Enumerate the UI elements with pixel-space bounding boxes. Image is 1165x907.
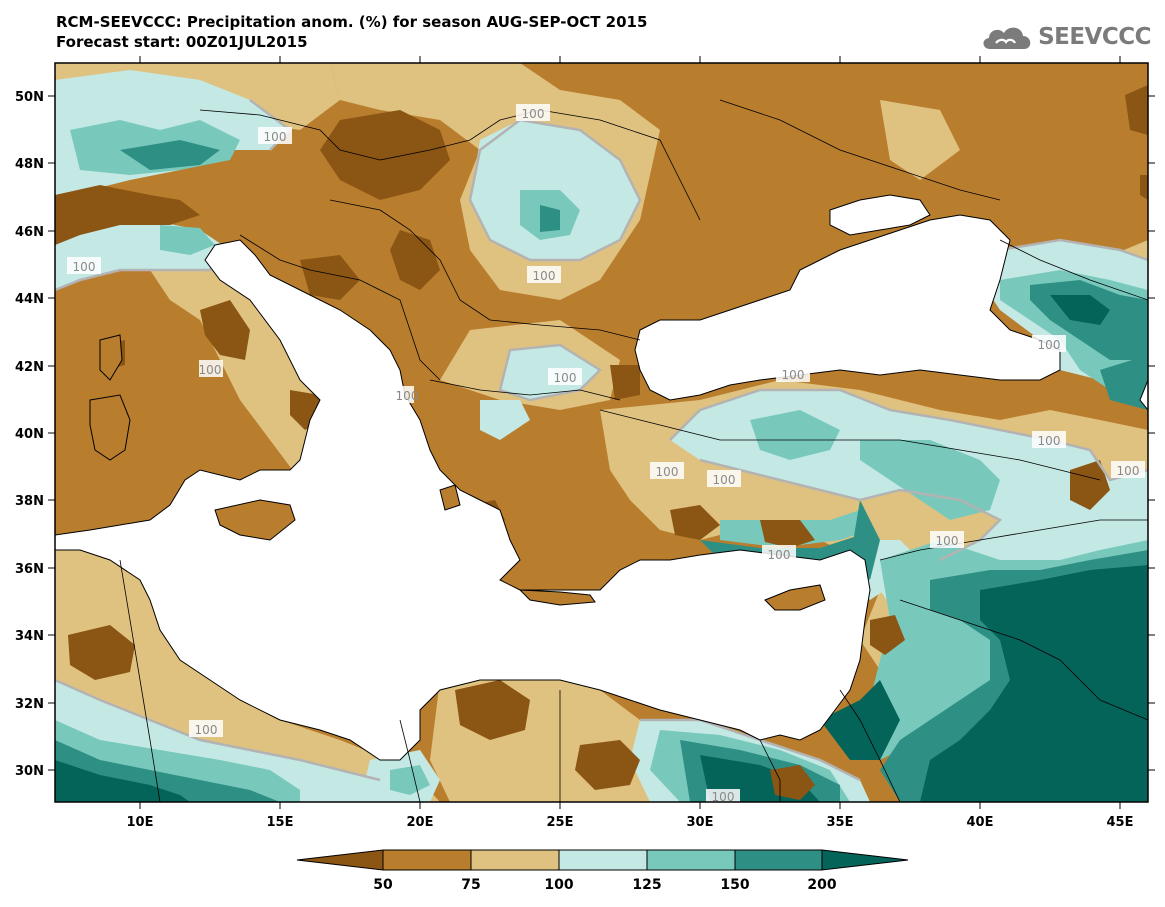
colorbar-label: 125: [632, 877, 661, 893]
contour-label: 100: [396, 389, 419, 403]
contour-label: 100: [936, 534, 959, 548]
lon-label: 25E: [547, 815, 574, 830]
contour-label: 100: [533, 269, 556, 283]
colorbar-label: 50: [373, 877, 393, 893]
lon-label: 45E: [1107, 815, 1134, 830]
contour-label: 100: [554, 371, 577, 385]
contour-label: 100: [768, 548, 791, 562]
colorbar-segment: [558, 849, 648, 871]
contour-label: 100: [1117, 464, 1140, 478]
colorbar-left-arrow: [296, 849, 384, 871]
longitude-labels: 10E 15E 20E 25E 30E 35E 40E 45E: [127, 815, 1134, 830]
lat-label: 46N: [15, 225, 44, 240]
colorbar-label: 150: [720, 877, 749, 893]
contour-label: 100: [1038, 338, 1061, 352]
colorbar-label: 200: [807, 877, 836, 893]
lat-label: 48N: [15, 157, 44, 172]
contour-labels: 100 100 100 100 100 100 100 100 100 100 …: [67, 104, 1145, 804]
lat-label: 32N: [15, 697, 44, 712]
contour-label: 100: [782, 368, 805, 382]
lat-label: 42N: [15, 360, 44, 375]
seas: [55, 194, 1148, 761]
contour-label: 100: [712, 790, 735, 804]
lon-label: 20E: [407, 815, 434, 830]
lat-label: 30N: [15, 764, 44, 779]
colorbar-segment: [382, 849, 472, 871]
colorbar-label: 75: [461, 877, 480, 893]
contour-label: 100: [73, 260, 96, 274]
colorbar-label: 100: [544, 877, 573, 893]
lat-label: 38N: [15, 494, 44, 509]
lat-label: 34N: [15, 629, 44, 644]
colorbar-segment: [734, 849, 823, 871]
contour-label: 100: [195, 723, 218, 737]
logo-text: SEEVCCC: [1038, 24, 1151, 50]
map-area: 100 100 100 100 100 100 100 100 100 100 …: [55, 63, 1148, 804]
very-dry-areas: [55, 85, 1148, 800]
contour-label: 100: [1038, 434, 1061, 448]
seevccc-logo: SEEVCCC: [980, 20, 1151, 54]
colorbar-segment: [646, 849, 736, 871]
map-title: RCM-SEEVCCC: Precipitation anom. (%) for…: [56, 13, 648, 31]
forecast-start-label: Forecast start: 00Z01JUL2015: [56, 33, 308, 51]
latitude-labels: 50N 48N 46N 44N 42N 40N 38N 36N 34N 32N …: [15, 90, 44, 779]
latitude-axis: [48, 95, 1155, 771]
longitude-axis: [139, 56, 1121, 809]
colorbar: 50 75 100 125 150 200: [296, 849, 909, 893]
contour-label: 100: [522, 107, 545, 121]
lat-label: 44N: [15, 292, 44, 307]
lon-label: 30E: [687, 815, 714, 830]
contour-label: 100: [199, 363, 222, 377]
country-borders: [119, 99, 1148, 802]
lat-label: 40N: [15, 427, 44, 442]
lon-label: 15E: [267, 815, 294, 830]
islands: [89, 334, 826, 611]
contour-label: 100: [264, 130, 287, 144]
contour-label: 100: [656, 465, 679, 479]
lon-label: 10E: [127, 815, 154, 830]
colorbar-segment: [470, 849, 560, 871]
contour-label: 100: [713, 473, 736, 487]
cloud-logo-icon: [983, 27, 1031, 49]
lat-label: 36N: [15, 562, 44, 577]
colorbar-right-arrow: [821, 849, 909, 871]
lon-label: 40E: [967, 815, 994, 830]
lon-label: 35E: [827, 815, 854, 830]
lat-label: 50N: [15, 90, 44, 105]
